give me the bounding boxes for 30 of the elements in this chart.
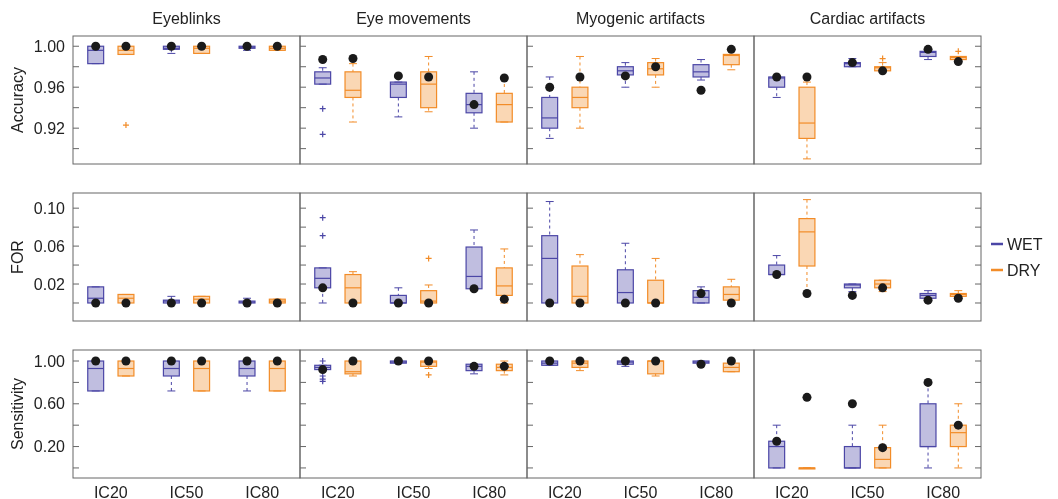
chart-title: Eye movements xyxy=(356,10,471,27)
x-tick-label: IC20 xyxy=(320,484,355,499)
y-tick-label: 0.20 xyxy=(33,438,66,456)
x-tick-label: IC80 xyxy=(245,484,280,499)
y-tick-label: 0.60 xyxy=(33,395,66,413)
y-tick-label: 1.00 xyxy=(33,37,66,55)
y-tick-label: 0.02 xyxy=(33,275,66,293)
y-tick-label: 1.00 xyxy=(33,352,66,370)
x-tick-label: IC50 xyxy=(169,484,204,499)
y-axis-title: Sensitivity xyxy=(9,377,26,451)
chart-title: Eyeblinks xyxy=(152,10,221,27)
x-tick-label: IC50 xyxy=(850,484,885,499)
chart-title: Cardiac artifacts xyxy=(809,10,926,27)
x-tick-label: IC80 xyxy=(472,484,507,499)
y-tick-label: 0.96 xyxy=(33,78,66,96)
x-tick-label: IC20 xyxy=(774,484,809,499)
chart-title: Myogenic artifacts xyxy=(576,10,705,27)
x-tick-label: IC20 xyxy=(93,484,128,499)
y-tick-label: 0.92 xyxy=(33,119,66,137)
x-tick-label: IC20 xyxy=(547,484,582,499)
y-axis-title: FOR xyxy=(9,240,26,274)
y-tick-label: 0.10 xyxy=(33,199,66,217)
legend-label: WET xyxy=(1007,235,1043,253)
y-tick-label: 0.06 xyxy=(33,237,66,255)
x-tick-label: IC50 xyxy=(623,484,658,499)
x-tick-label: IC80 xyxy=(699,484,734,499)
legend-label: DRY xyxy=(1007,261,1041,279)
x-tick-label: IC50 xyxy=(396,484,431,499)
y-axis-title: Accuracy xyxy=(9,67,26,133)
x-tick-label: IC80 xyxy=(926,484,961,499)
